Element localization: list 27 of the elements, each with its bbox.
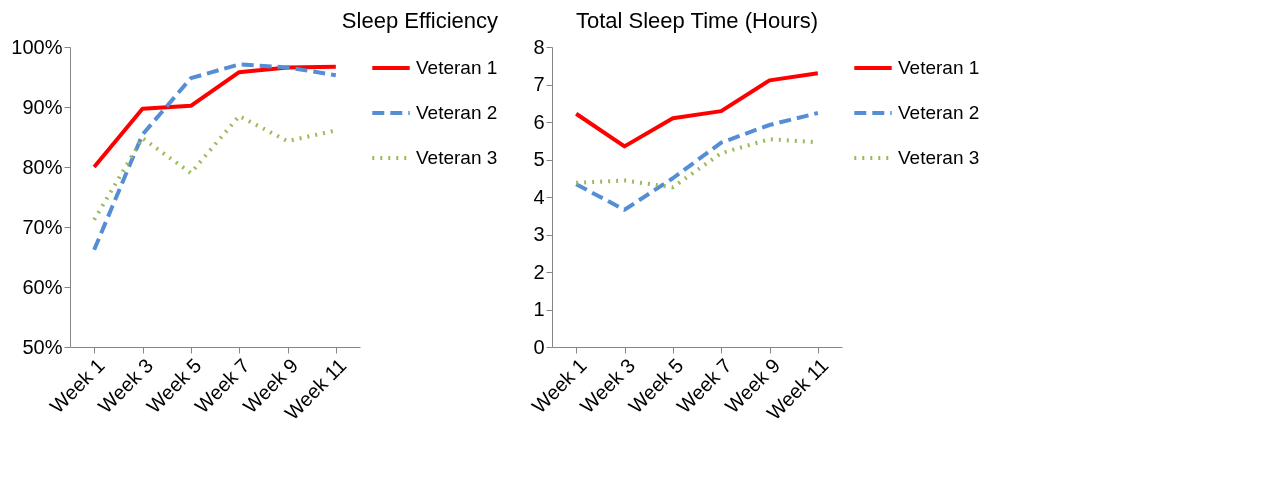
y-tick-label: 50% [22, 335, 63, 358]
legend-label: Veteran 2 [898, 102, 980, 123]
y-tick-label: 2 [533, 260, 545, 283]
line-series [574, 111, 820, 212]
legend-label: Veteran 1 [898, 57, 980, 78]
y-tick-label: 6 [533, 110, 545, 133]
y-tick-label: 4 [533, 185, 545, 208]
line-series [574, 71, 820, 149]
legend-label: Veteran 3 [898, 147, 980, 168]
y-tick-label: 5 [533, 148, 545, 170]
chart-title: Total Sleep Time (Hours) [575, 8, 819, 33]
y-tick-label: 3 [533, 223, 545, 245]
y-tick-label: 70% [22, 215, 63, 238]
legend-label: Veteran 2 [416, 102, 498, 123]
text: Sleep Efficiency [341, 8, 498, 33]
legend-label: Veteran 1 [416, 57, 498, 78]
line-series [92, 62, 338, 252]
y-tick-label: 1 [533, 298, 545, 320]
y-tick-label: 7 [533, 73, 545, 95]
y-tick-label: 0 [533, 335, 545, 358]
y-tick-label: 60% [22, 275, 63, 298]
legend-label: Veteran 3 [416, 147, 498, 168]
y-tick-label: 100% [11, 35, 63, 58]
line-series [92, 64, 338, 169]
y-tick-label: 80% [22, 155, 63, 178]
y-tick-label: 90% [22, 95, 63, 118]
y-tick-label: 8 [533, 35, 545, 58]
